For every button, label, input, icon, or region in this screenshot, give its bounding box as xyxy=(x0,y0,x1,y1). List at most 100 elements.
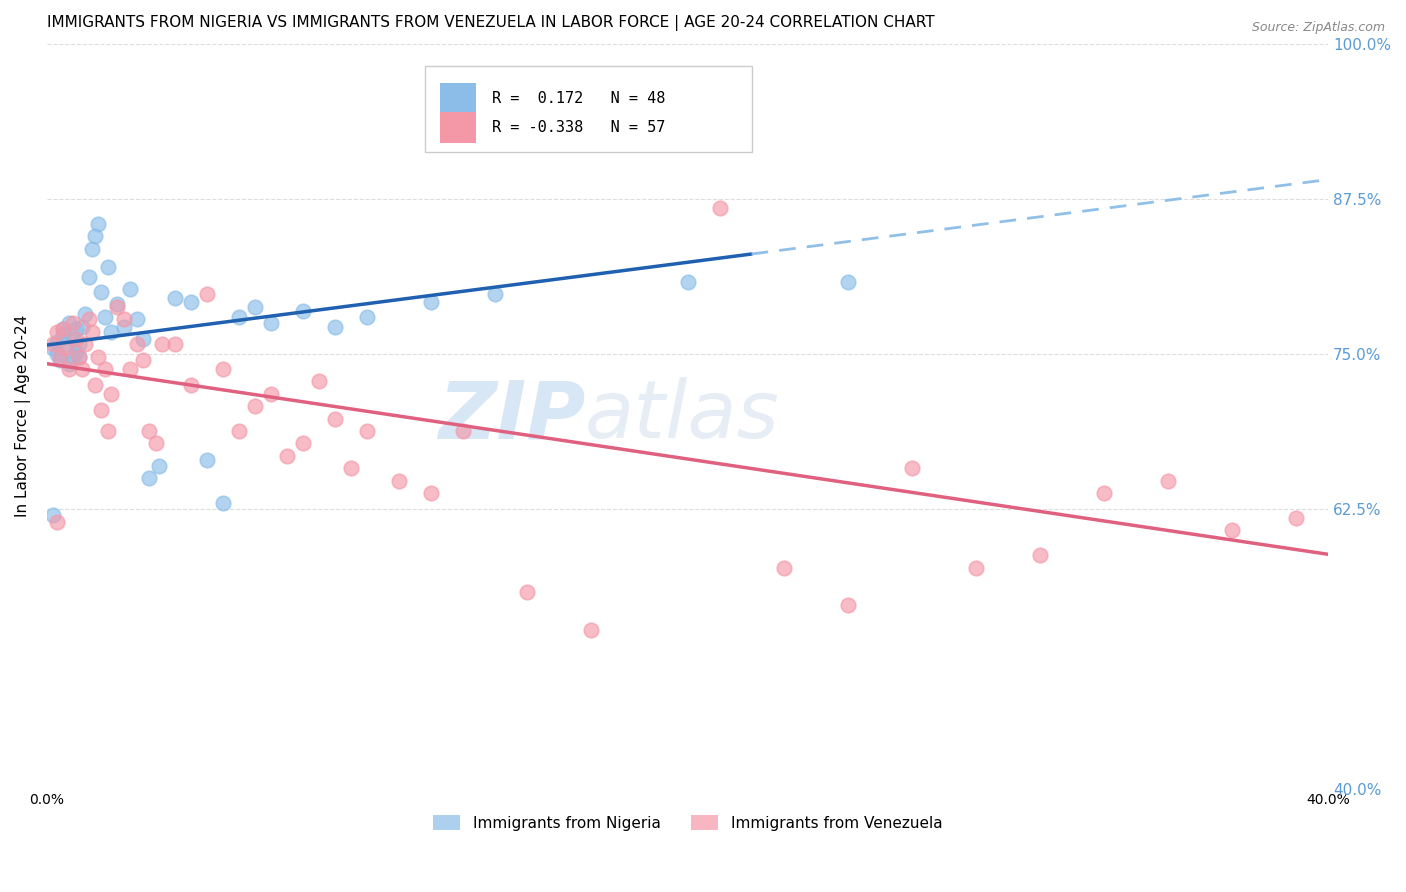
Point xyxy=(323,411,346,425)
Point xyxy=(132,332,155,346)
Point xyxy=(84,378,107,392)
Point xyxy=(180,294,202,309)
Point xyxy=(165,337,187,351)
Point xyxy=(228,424,250,438)
Point xyxy=(644,126,666,140)
Point xyxy=(84,229,107,244)
Point xyxy=(212,496,235,510)
Point xyxy=(709,201,731,215)
Point xyxy=(323,319,346,334)
Point xyxy=(340,461,363,475)
Point xyxy=(58,316,80,330)
Point xyxy=(90,403,112,417)
Point xyxy=(77,312,100,326)
Point xyxy=(75,307,97,321)
Point xyxy=(228,310,250,324)
Point xyxy=(453,424,475,438)
Point xyxy=(150,337,173,351)
Point xyxy=(112,312,135,326)
Point xyxy=(125,312,148,326)
Point xyxy=(165,291,187,305)
Point xyxy=(356,424,378,438)
Point xyxy=(107,297,129,311)
Point xyxy=(837,598,859,612)
Point xyxy=(676,275,699,289)
Point xyxy=(58,357,80,371)
Point xyxy=(420,294,443,309)
Point xyxy=(55,341,77,355)
Point xyxy=(260,316,283,330)
Point xyxy=(62,350,84,364)
Point xyxy=(145,436,167,450)
Point xyxy=(965,560,987,574)
Point xyxy=(107,300,129,314)
Point xyxy=(195,287,218,301)
Point xyxy=(70,362,93,376)
Point xyxy=(52,328,75,343)
Point xyxy=(581,623,603,637)
Point xyxy=(67,337,90,351)
Point xyxy=(837,275,859,289)
Text: Source: ZipAtlas.com: Source: ZipAtlas.com xyxy=(1251,21,1385,34)
Point xyxy=(58,362,80,376)
Point xyxy=(75,337,97,351)
Point xyxy=(356,310,378,324)
Point xyxy=(138,424,160,438)
Point xyxy=(292,436,315,450)
Point xyxy=(260,386,283,401)
Point xyxy=(49,353,72,368)
Point xyxy=(100,386,122,401)
Point xyxy=(45,334,67,349)
Point xyxy=(180,378,202,392)
Point xyxy=(93,310,115,324)
Point xyxy=(138,471,160,485)
Text: atlas: atlas xyxy=(585,377,780,455)
Point xyxy=(276,449,298,463)
Point xyxy=(243,300,266,314)
Point xyxy=(87,350,110,364)
Point xyxy=(97,260,120,274)
Point xyxy=(292,303,315,318)
Point xyxy=(900,461,922,475)
Point xyxy=(120,283,142,297)
Point xyxy=(65,344,87,359)
Point xyxy=(55,337,77,351)
Point xyxy=(420,486,443,500)
Y-axis label: In Labor Force | Age 20-24: In Labor Force | Age 20-24 xyxy=(15,315,31,517)
Point xyxy=(1220,524,1243,538)
Point xyxy=(42,341,65,355)
Point xyxy=(1285,511,1308,525)
Point xyxy=(62,316,84,330)
Point xyxy=(80,242,103,256)
Point xyxy=(67,350,90,364)
Point xyxy=(132,353,155,368)
Point xyxy=(308,375,330,389)
Legend: Immigrants from Nigeria, Immigrants from Venezuela: Immigrants from Nigeria, Immigrants from… xyxy=(426,808,949,837)
Point xyxy=(45,325,67,339)
Point xyxy=(212,362,235,376)
Point xyxy=(45,515,67,529)
FancyBboxPatch shape xyxy=(440,83,477,114)
Point xyxy=(93,362,115,376)
Point xyxy=(1092,486,1115,500)
Point xyxy=(42,337,65,351)
Point xyxy=(112,319,135,334)
Text: ZIP: ZIP xyxy=(437,377,585,455)
Text: R =  0.172   N = 48: R = 0.172 N = 48 xyxy=(492,91,665,106)
Point xyxy=(49,350,72,364)
Point xyxy=(772,560,794,574)
Point xyxy=(148,458,170,473)
Point xyxy=(52,322,75,336)
Point xyxy=(120,362,142,376)
Point xyxy=(87,217,110,231)
Point xyxy=(65,332,87,346)
Point xyxy=(90,285,112,299)
Point xyxy=(195,452,218,467)
Text: R = -0.338   N = 57: R = -0.338 N = 57 xyxy=(492,120,665,136)
Point xyxy=(125,337,148,351)
Point xyxy=(77,270,100,285)
Point xyxy=(484,287,506,301)
Point xyxy=(70,319,93,334)
Point xyxy=(80,325,103,339)
Point xyxy=(45,347,67,361)
